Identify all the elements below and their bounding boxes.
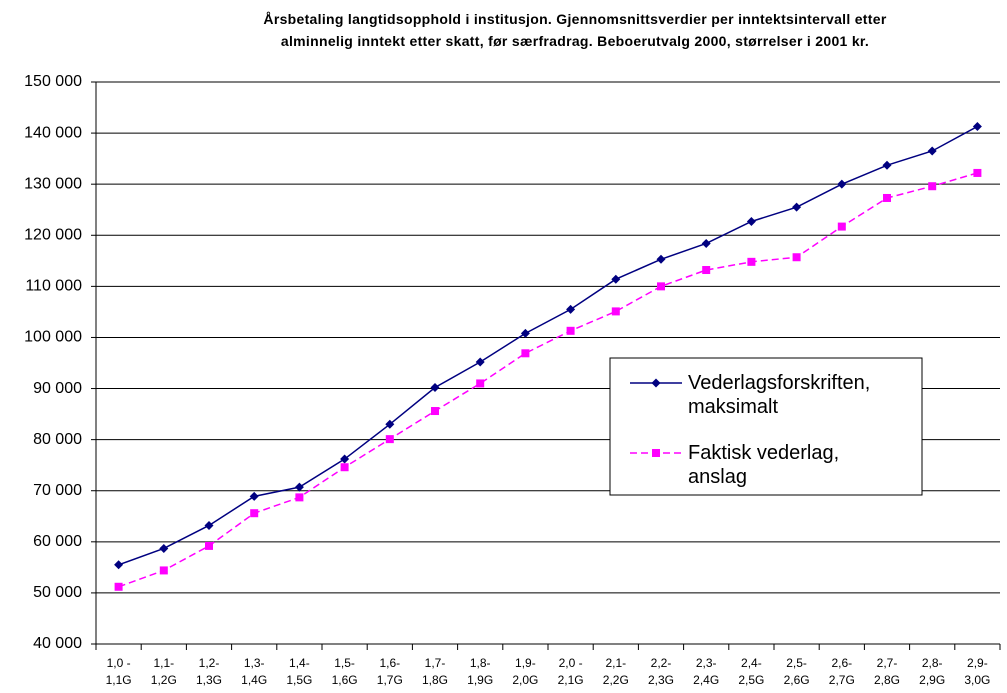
x-tick-label: 2,8- 2,9G: [919, 656, 946, 687]
marker: [385, 419, 395, 429]
x-tick-label: 1,2- 1,3G: [195, 656, 222, 687]
x-tick-label: 2,7- 2,8G: [873, 656, 900, 687]
marker: [882, 160, 892, 170]
marker: [702, 266, 711, 275]
marker: [837, 179, 847, 189]
marker: [973, 168, 982, 177]
legend-box: [609, 357, 923, 496]
chart-title: Årsbetaling langtidsopphold i institusjo…: [263, 11, 887, 49]
marker: [883, 193, 891, 202]
x-tick-label: 2,5- 2,6G: [783, 656, 810, 687]
marker: [792, 253, 801, 262]
marker: [431, 407, 439, 416]
y-tick-label: 90 000: [33, 380, 82, 397]
x-tick-label: 1,7- 1,8G: [421, 656, 448, 687]
marker: [837, 222, 846, 231]
x-tick-label: 1,5- 1,6G: [331, 656, 358, 687]
x-tick-label: 2,3- 2,4G: [693, 656, 720, 687]
y-tick-label: 140 000: [24, 124, 82, 141]
series-line: [118, 125, 978, 566]
x-tick-label: 1,0 - 1,1G: [105, 656, 132, 687]
x-tick-label: 2,2- 2,3G: [647, 656, 674, 687]
marker: [294, 482, 304, 492]
y-tick-label: 60 000: [33, 533, 82, 550]
marker: [566, 326, 575, 335]
marker: [657, 282, 665, 291]
y-tick-label: 110 000: [25, 278, 82, 295]
legend-marker: [651, 378, 661, 388]
marker: [746, 216, 756, 226]
x-tick-label: 1,4- 1,5G: [286, 656, 313, 687]
marker: [656, 254, 666, 264]
x-tick-label: 1,6- 1,7G: [376, 656, 403, 687]
marker: [204, 520, 214, 530]
y-tick-label: 70 000: [33, 482, 82, 499]
x-tick-label: 2,6- 2,7G: [828, 656, 855, 687]
legend-label: Faktisk vederlag, anslag: [688, 442, 840, 488]
y-tick-label: 120 000: [24, 226, 82, 243]
marker: [114, 560, 124, 570]
marker: [250, 509, 259, 518]
x-tick-label: 2,4- 2,5G: [738, 656, 765, 687]
legend-label: Vederlagsforskriften, maksimalt: [688, 372, 871, 418]
marker: [521, 349, 530, 358]
y-tick-label: 100 000: [24, 329, 82, 346]
marker: [475, 357, 485, 367]
marker: [566, 304, 576, 314]
marker: [972, 121, 982, 131]
x-tick-label: 1,1- 1,2G: [150, 656, 177, 687]
marker: [340, 463, 349, 472]
y-tick-label: 40 000: [33, 635, 82, 652]
x-tick-label: 1,9- 2,0G: [512, 656, 539, 687]
y-tick-label: 80 000: [33, 431, 82, 448]
marker: [701, 238, 711, 248]
marker: [928, 182, 937, 191]
x-tick-label: 2,1- 2,2G: [602, 656, 629, 687]
series-line: [118, 172, 978, 588]
marker: [159, 566, 168, 575]
x-tick-label: 2,0 - 2,1G: [557, 656, 584, 687]
x-tick-label: 2,9- 3,0G: [964, 656, 991, 687]
marker: [340, 454, 350, 464]
marker: [159, 543, 169, 553]
y-tick-label: 130 000: [24, 175, 82, 192]
marker: [792, 202, 802, 212]
marker: [611, 274, 621, 284]
marker: [385, 435, 394, 444]
x-tick-label: 1,3- 1,4G: [241, 656, 268, 687]
marker: [747, 257, 756, 266]
marker: [295, 493, 304, 502]
marker: [205, 541, 213, 550]
y-tick-label: 150 000: [24, 73, 82, 90]
legend-marker: [652, 449, 660, 457]
marker: [249, 491, 259, 501]
marker: [430, 383, 440, 393]
marker: [520, 328, 530, 338]
y-tick-label: 50 000: [33, 584, 82, 601]
marker: [476, 379, 485, 388]
marker: [611, 307, 620, 316]
x-tick-label: 1,8- 1,9G: [467, 656, 494, 687]
marker: [114, 582, 123, 591]
marker: [927, 146, 937, 156]
